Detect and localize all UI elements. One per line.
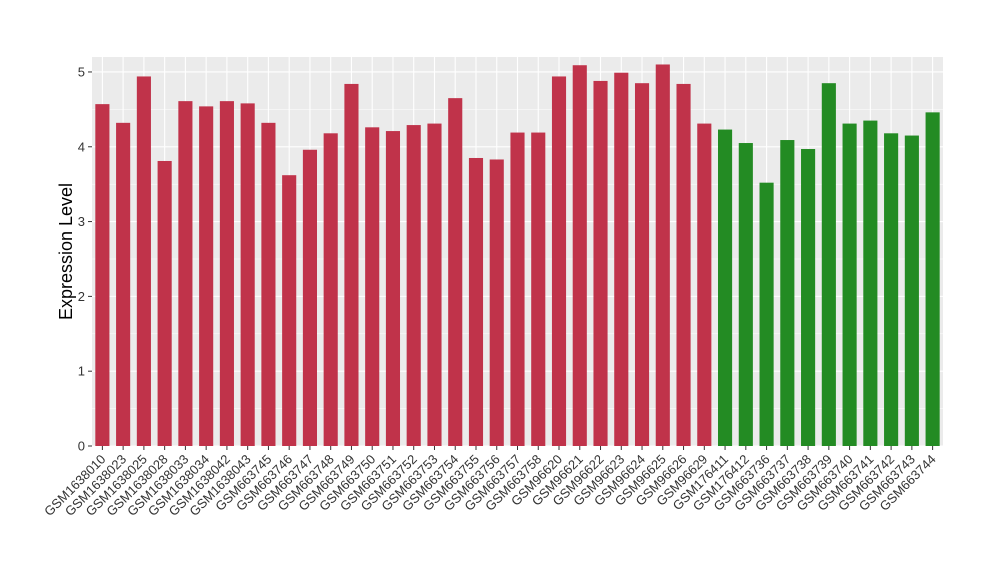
bar-gsm1638042	[219, 101, 234, 446]
bar-gsm663743	[904, 135, 919, 446]
y-tick-label: 0	[78, 439, 85, 454]
bar-gsm663748	[323, 133, 338, 447]
bar-gsm663739	[821, 83, 836, 447]
bar-gsm96621	[572, 65, 587, 446]
y-tick-label: 3	[78, 214, 85, 229]
bar-gsm663747	[302, 149, 317, 446]
bar-gsm663756	[489, 159, 504, 446]
bar-gsm663752	[406, 125, 421, 446]
bar-gsm176411	[718, 129, 733, 446]
bar-gsm1638010	[95, 104, 110, 446]
bar-gsm663753	[427, 123, 442, 446]
bar-gsm663751	[385, 131, 401, 446]
bar-gsm96622	[593, 80, 608, 446]
y-tick-label: 4	[78, 139, 85, 154]
y-tick-label: 1	[78, 364, 85, 379]
bar-gsm663741	[863, 120, 878, 446]
bar-gsm1638025	[136, 76, 151, 446]
bar-gsm663738	[801, 149, 816, 446]
y-tick-label: 5	[78, 64, 85, 79]
bar-gsm663749	[344, 83, 359, 446]
y-axis: 0 1 2 3 4 5	[78, 64, 92, 454]
bar-gsm663758	[531, 132, 546, 446]
bar-gsm1638023	[116, 122, 131, 446]
y-axis-label: Expression Level	[56, 183, 76, 320]
bar-gsm1638033	[178, 101, 193, 446]
bar-gsm96623	[614, 72, 629, 446]
bar-gsm663746	[282, 175, 297, 446]
bar-gsm96624	[634, 83, 650, 447]
x-axis: GSM1638010GSM1638023GSM1638025GSM1638028…	[41, 446, 939, 519]
bar-gsm1638028	[157, 160, 172, 446]
bar-gsm663754	[448, 98, 463, 447]
bar-gsm663750	[365, 127, 380, 447]
bar-gsm176412	[738, 143, 753, 446]
bar-gsm663742	[884, 133, 899, 447]
bars	[95, 64, 940, 447]
bar-gsm1638043	[240, 103, 255, 446]
bar-gsm96625	[655, 64, 670, 446]
bar-gsm663755	[468, 157, 484, 446]
bar-gsm96629	[697, 123, 712, 446]
bar-gsm663745	[261, 122, 276, 446]
bar-gsm663744	[925, 112, 940, 446]
bar-gsm663736	[759, 182, 774, 446]
bar-gsm96620	[551, 76, 567, 446]
bar-gsm96626	[676, 83, 691, 446]
bar-gsm663740	[842, 123, 857, 446]
bar-gsm663757	[510, 132, 525, 446]
bar-gsm663737	[780, 140, 795, 446]
bar-gsm1638034	[199, 106, 214, 446]
y-tick-label: 2	[78, 289, 85, 304]
